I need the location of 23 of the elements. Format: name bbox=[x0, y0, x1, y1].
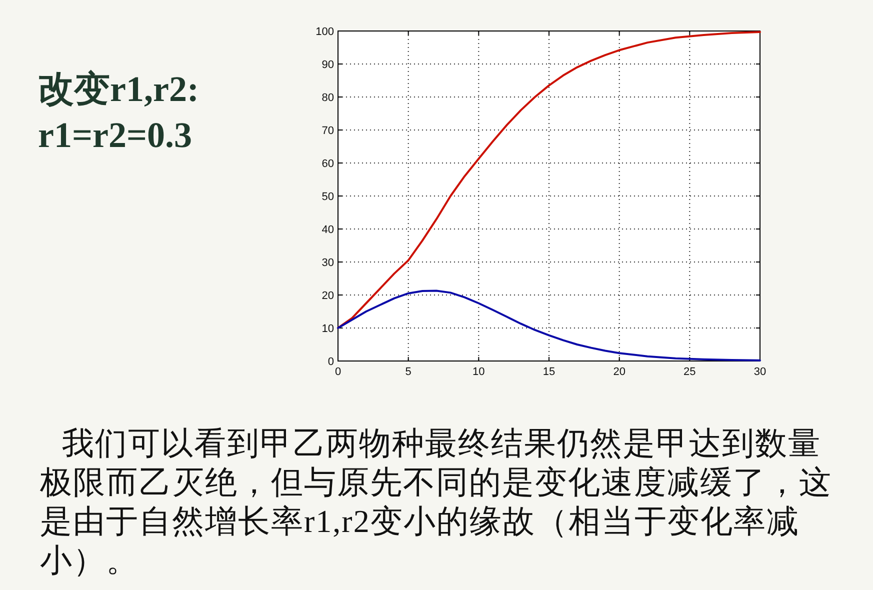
y-tick-label: 70 bbox=[322, 125, 334, 137]
text: r1=r2=0.3 bbox=[38, 114, 193, 157]
y-tick-label: 30 bbox=[322, 257, 334, 269]
x-tick-label: 0 bbox=[334, 366, 342, 378]
y-tick-label: 90 bbox=[322, 59, 334, 71]
y-tick-label: 100 bbox=[316, 26, 334, 38]
x-tick-label: 30 bbox=[754, 366, 766, 378]
x-tick-label: 20 bbox=[613, 366, 626, 378]
x-tick-label: 10 bbox=[472, 366, 485, 378]
line-series bbox=[337, 30, 761, 329]
text: 改变r1,r2: bbox=[38, 68, 199, 111]
x-tick-label: 15 bbox=[542, 366, 556, 378]
y-tick-label: 40 bbox=[322, 224, 334, 236]
y-tick-label: 60 bbox=[322, 158, 334, 170]
x-tick-label: 25 bbox=[684, 366, 696, 378]
x-tick-label: 5 bbox=[405, 366, 412, 378]
line-series bbox=[337, 290, 761, 362]
y-tick-label: 10 bbox=[322, 323, 334, 335]
y-tick-label: 0 bbox=[328, 356, 334, 368]
text: 我们可以看到甲乙两物种最终结果仍然是甲达到数量极限而乙灭绝，但与原先不同的是变化速度减缓了，这是由于自然增长率r1,r2变小的缘故（相当于变化率减小）。 bbox=[40, 424, 833, 580]
y-tick-label: 20 bbox=[322, 290, 334, 302]
y-tick-label: 50 bbox=[322, 191, 334, 203]
y-tick-label: 80 bbox=[322, 92, 334, 104]
